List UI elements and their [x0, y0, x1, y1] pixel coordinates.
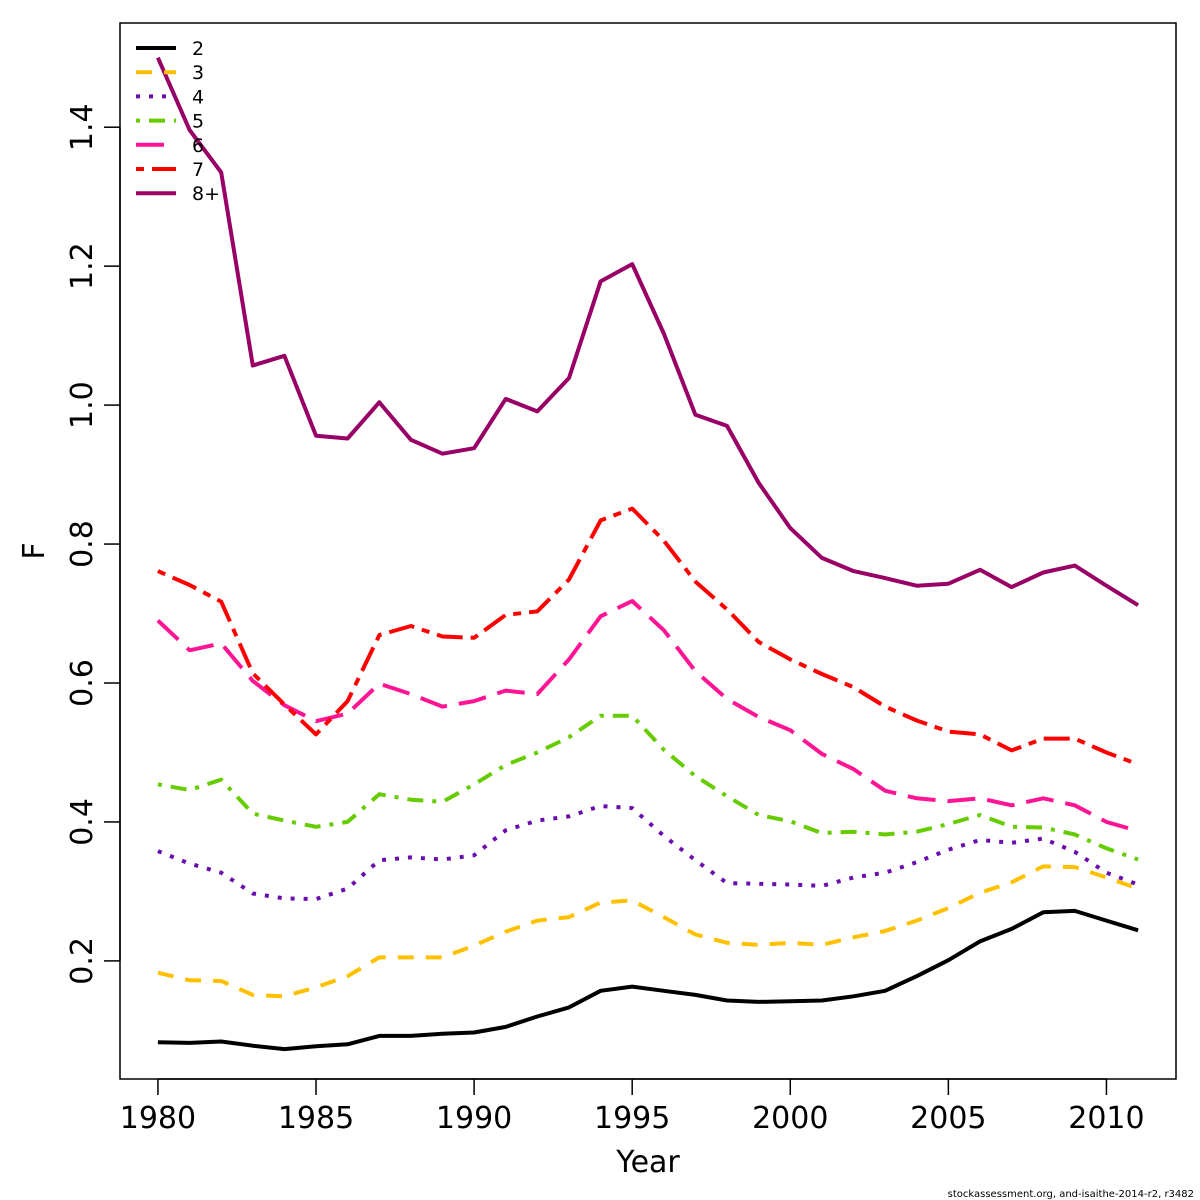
y-axis-title: F: [17, 542, 52, 559]
legend-label: 6: [192, 135, 204, 157]
legend-label: 5: [192, 111, 204, 133]
x-tick-label: 2000: [752, 1101, 828, 1136]
x-tick-label: 1995: [594, 1101, 670, 1136]
legend-label: 7: [192, 159, 204, 181]
legend-label: 8+: [192, 183, 220, 205]
x-tick-label: 1985: [278, 1101, 354, 1136]
y-tick-label: 1.0: [65, 381, 100, 429]
x-tick-label: 1990: [436, 1101, 512, 1136]
x-tick-label: 2010: [1068, 1101, 1144, 1136]
y-tick-label: 0.6: [65, 659, 100, 707]
y-tick-label: 1.4: [65, 103, 100, 151]
x-axis-title: Year: [615, 1145, 680, 1180]
y-tick-label: 0.8: [65, 520, 100, 568]
x-tick-label: 1980: [120, 1101, 196, 1136]
x-tick-label: 2005: [910, 1101, 986, 1136]
y-tick-label: 1.2: [65, 242, 100, 290]
legend-label: 4: [192, 86, 204, 108]
legend-label: 2: [192, 38, 204, 60]
legend-label: 3: [192, 62, 204, 84]
footer-credit: stockassessment.org, and-isaithe-2014-r2…: [948, 1189, 1194, 1200]
y-tick-label: 0.2: [65, 937, 100, 985]
y-tick-label: 0.4: [65, 798, 100, 846]
